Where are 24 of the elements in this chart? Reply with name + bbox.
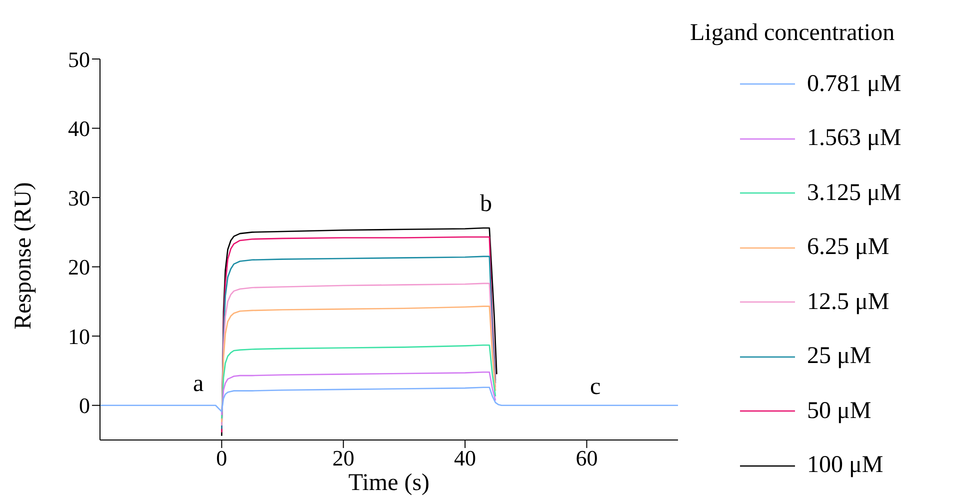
y-tick-label: 0 xyxy=(79,393,90,418)
legend-label: 12.5 μM xyxy=(807,288,890,316)
legend-label: 100 μM xyxy=(807,452,884,480)
x-tick-label: 40 xyxy=(454,446,476,471)
legend-label: 0.781 μM xyxy=(807,70,902,98)
annotation: a xyxy=(193,371,204,397)
legend-label: 6.25 μM xyxy=(807,234,890,262)
y-tick-label: 20 xyxy=(68,254,90,280)
legend-label: 1.563 μM xyxy=(807,125,902,152)
legend-title: Ligand concentration xyxy=(690,20,896,47)
y-tick-label: 10 xyxy=(68,324,90,349)
annotation: c xyxy=(590,374,601,400)
x-axis-title: Time (s) xyxy=(348,470,430,496)
x-tick-label: 0 xyxy=(216,446,228,471)
x-tick-label: 20 xyxy=(332,446,354,471)
annotation: b xyxy=(480,191,492,217)
y-tick-label: 30 xyxy=(68,185,90,210)
y-tick-label: 40 xyxy=(68,116,90,142)
y-axis-title: Response (RU) xyxy=(10,182,37,330)
legend-label: 25 μM xyxy=(807,343,872,370)
legend-label: 3.125 μM xyxy=(807,180,902,207)
x-tick-label: 60 xyxy=(576,446,598,471)
y-tick-label: 50 xyxy=(68,46,90,72)
legend-label: 50 μM xyxy=(807,398,872,425)
